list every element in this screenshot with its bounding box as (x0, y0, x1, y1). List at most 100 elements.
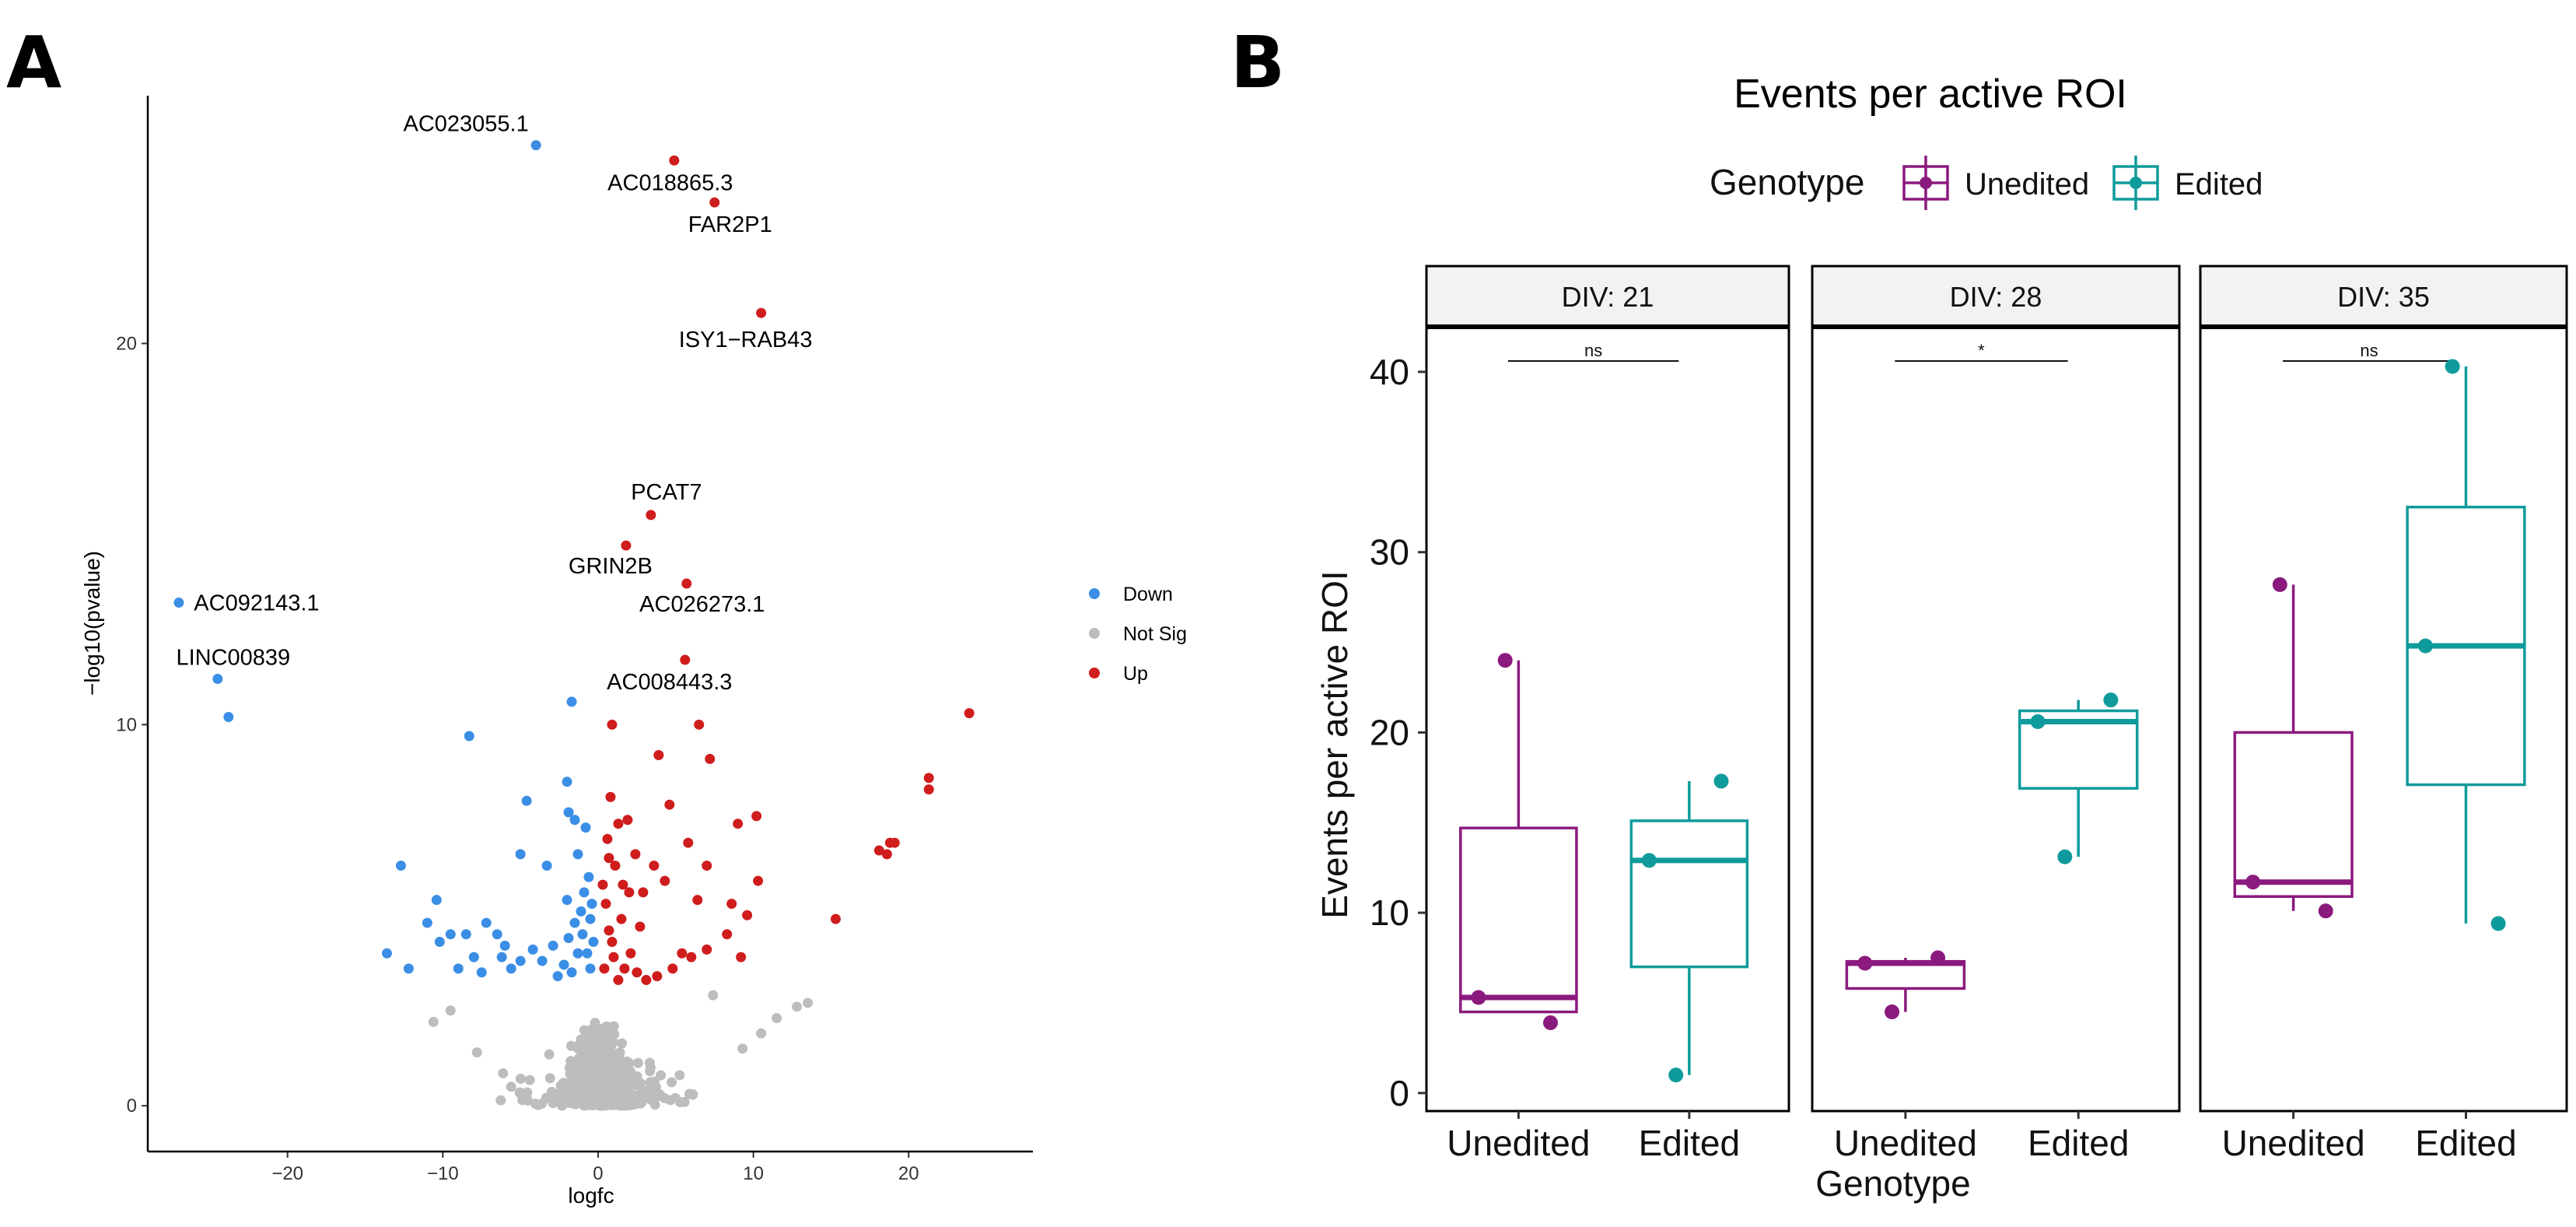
volcano-point-down (506, 963, 516, 974)
box-y-tick-label: 30 (1370, 532, 1409, 573)
volcano-point-up (597, 879, 608, 890)
volcano-point-up (605, 791, 616, 802)
volcano-point-down (403, 963, 414, 974)
volcano-point-up (607, 937, 618, 948)
box-body (1459, 826, 1578, 1014)
box-data-point (1885, 1004, 1900, 1020)
boxplot-x-label: Genotype (1815, 1163, 1970, 1204)
volcano-plot: −20 −10 0 10 20 0 10 20 AC023055.1 AC018865.3 FAR… (80, 96, 1187, 1208)
volcano-point-down (515, 849, 526, 860)
volcano-point-down (585, 913, 596, 924)
facet-panel: DIV: 21 ns Unedited Edited (1425, 265, 1790, 1163)
volcano-point-up (692, 895, 703, 906)
volcano-point-notsig (548, 1098, 558, 1109)
facet-panel: DIV: 28 * Unedited Edited (1811, 265, 2181, 1163)
volcano-point-notsig (524, 1075, 535, 1085)
volcano-point-down (422, 917, 432, 928)
volcano-point-notsig (617, 1038, 628, 1049)
volcano-point-notsig (632, 1057, 643, 1068)
volcano-point-notsig (614, 1077, 625, 1088)
volcano-point-down (582, 948, 593, 959)
boxplot-figure: Events per active ROI Genotype Unedited E… (1314, 72, 2568, 1204)
volcano-point-down (572, 948, 583, 959)
volcano-point-notsig (588, 1060, 599, 1071)
volcano-point-down (468, 952, 479, 962)
volcano-point-notsig (598, 1032, 609, 1043)
volcano-point-up (613, 975, 624, 986)
volcano-point-up (646, 510, 656, 521)
box-data-point (2103, 692, 2119, 708)
volcano-point-notsig (679, 1096, 690, 1107)
volcano-point-notsig (649, 1076, 660, 1087)
volcano-point-down (579, 887, 590, 898)
volcano-point-up (602, 833, 613, 844)
volcano-point-down (580, 822, 591, 833)
box-y-tick-label: 20 (1370, 712, 1409, 752)
volcano-point-notsig (471, 1047, 482, 1058)
volcano-point-notsig (583, 1074, 593, 1085)
boxplot-y-label: Events per active ROI (1314, 570, 1355, 918)
volcano-point-up (604, 925, 614, 936)
facet-panel: DIV: 35 ns Unedited Edited (2199, 265, 2568, 1163)
box-x-tick-label: Edited (2028, 1123, 2129, 1163)
volcano-point-up (686, 952, 697, 962)
volcano-point-down (445, 929, 456, 940)
volcano-point-up (649, 861, 660, 871)
volcano-point-up (667, 963, 678, 974)
volcano-point-notsig (708, 990, 719, 1001)
volcano-x-tick-label: −20 (271, 1163, 303, 1184)
gene-label: LINC00839 (176, 646, 290, 671)
volcano-point-up (702, 944, 712, 955)
volcano-point-up (709, 197, 720, 208)
volcano-legend-label: Not Sig (1123, 623, 1187, 645)
volcano-point-notsig (588, 1044, 599, 1055)
legend-key-point (2130, 177, 2142, 189)
box-data-point (1543, 1015, 1559, 1030)
volcano-point-notsig (617, 1089, 628, 1099)
box-x-tick-label: Unedited (1834, 1123, 1977, 1163)
volcano-point-notsig (615, 1058, 626, 1069)
volcano-point-down (552, 971, 563, 982)
box-data-point (2057, 849, 2073, 864)
volcano-point-up (619, 963, 630, 974)
volcano-point-notsig (572, 1061, 583, 1072)
box-data-point (1641, 853, 1657, 868)
volcano-point-notsig (591, 1069, 602, 1080)
volcano-point-notsig (630, 1080, 641, 1091)
volcano-point-up (664, 799, 675, 810)
volcano-point-up (625, 948, 636, 959)
volcano-point-up (722, 929, 733, 940)
box-y-tick-label: 10 (1370, 892, 1409, 933)
volcano-point-notsig (600, 1021, 611, 1032)
volcano-point-notsig (495, 1095, 506, 1106)
volcano-point-down (548, 940, 558, 951)
volcano-point-down (530, 140, 541, 151)
volcano-point-down (569, 917, 580, 928)
volcano-point-notsig (544, 1049, 555, 1060)
volcano-point-up (618, 879, 628, 890)
volcano-point-down (558, 959, 569, 970)
facet-strip-label: DIV: 28 (1950, 281, 2042, 313)
legend-title: Genotype (1710, 162, 1864, 202)
volcano-point-down (537, 955, 548, 966)
volcano-point-up (694, 719, 705, 730)
volcano-legend-label: Up (1123, 663, 1148, 685)
volcano-point-up (726, 899, 737, 910)
box-body (2233, 731, 2354, 898)
volcano-point-notsig (609, 1029, 620, 1039)
volcano-point-down (212, 674, 223, 685)
volcano-x-tick-label: 20 (898, 1163, 919, 1184)
volcano-point-notsig (628, 1092, 639, 1103)
volcano-point-up (600, 899, 611, 910)
volcano-point-notsig (792, 1001, 803, 1012)
volcano-point-up (683, 837, 694, 848)
volcano-point-notsig (565, 1040, 576, 1051)
volcano-legend-key (1089, 628, 1100, 639)
volcano-point-down (569, 815, 580, 826)
volcano-point-notsig (517, 1095, 528, 1106)
volcano-legend-key (1089, 668, 1100, 678)
volcano-x-tick-label: 0 (593, 1163, 603, 1184)
volcano-point-up (742, 910, 753, 920)
volcano-point-up (638, 887, 649, 898)
volcano-x-tick-label: −10 (427, 1163, 459, 1184)
